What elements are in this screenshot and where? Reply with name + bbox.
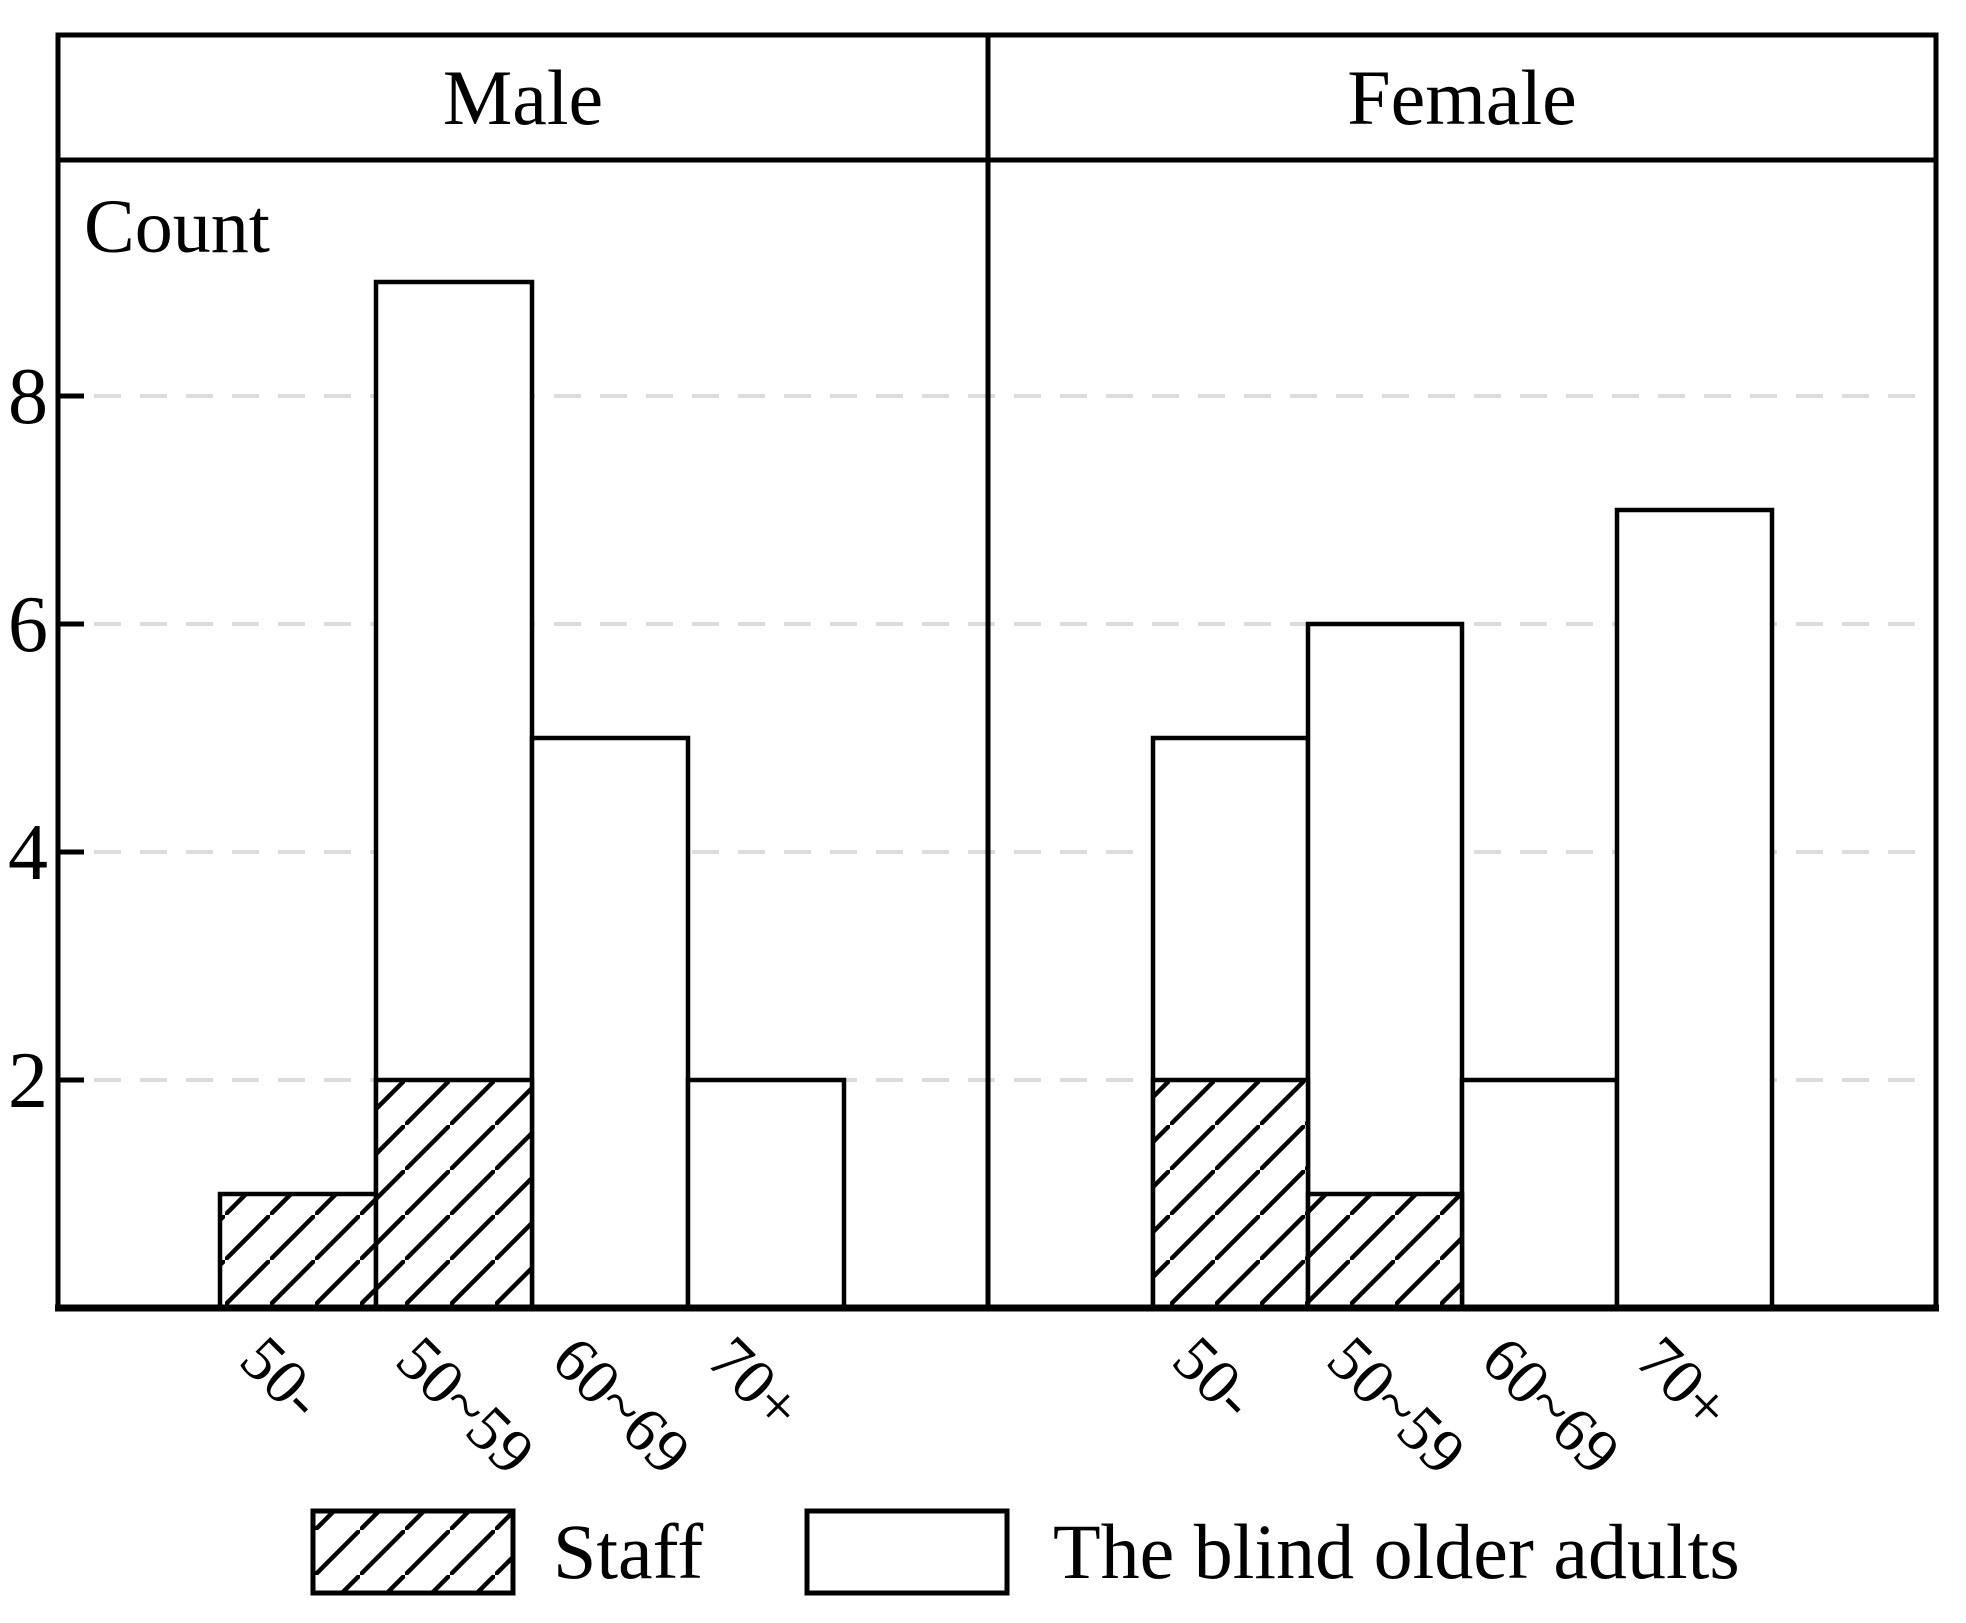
bar-female-70+-blind: [1614, 507, 1775, 1311]
x-label-female-2: 60~69: [1469, 1323, 1634, 1488]
bar-male-60~69-blind: [529, 735, 691, 1311]
legend-swatch-staff: [310, 1508, 516, 1596]
x-label-female-0: 50-: [1160, 1323, 1271, 1434]
bar-male-70+-blind: [685, 1077, 847, 1311]
legend-label-blind-older-adults: The blind older adults: [1053, 1508, 1740, 1595]
bar-female-60~69-blind: [1459, 1077, 1620, 1311]
x-label-female-3: 70+: [1624, 1323, 1745, 1444]
y-axis-title: Count: [84, 185, 270, 269]
panel-header-female: Female: [1347, 54, 1577, 141]
x-label-male-3: 70+: [695, 1323, 816, 1444]
panel-header-male: Male: [443, 54, 603, 141]
legend-label-staff: Staff: [553, 1508, 703, 1595]
x-label-male-2: 60~69: [539, 1323, 704, 1488]
y-tick-label-2: 2: [8, 1037, 48, 1125]
x-label-male-1: 50~59: [383, 1323, 548, 1488]
y-tick-label-8: 8: [8, 353, 48, 441]
legend-swatch-blind-older-adults: [804, 1508, 1010, 1596]
x-label-female-1: 50~59: [1314, 1323, 1479, 1488]
bar-male-50~59-staff: [373, 1077, 535, 1311]
y-tick-label-4: 4: [8, 809, 48, 897]
bar-female-50~59-staff: [1305, 1191, 1465, 1311]
x-label-male-0: 50-: [227, 1323, 338, 1434]
bar-male-50--staff: [217, 1191, 379, 1311]
y-tick-label-6: 6: [8, 581, 48, 669]
bar-female-50--staff: [1150, 1077, 1311, 1311]
